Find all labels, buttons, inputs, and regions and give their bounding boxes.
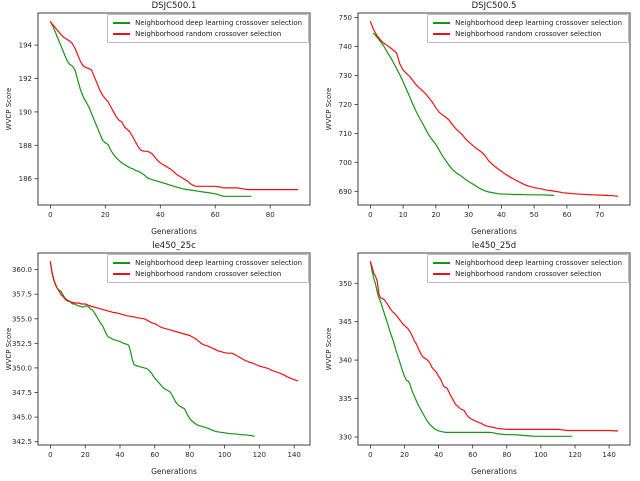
svg-text:192: 192 xyxy=(19,75,32,83)
svg-text:355.0: 355.0 xyxy=(12,315,32,323)
legend-label: Neighborhood deep learning crossover sel… xyxy=(135,19,302,27)
legend-line-swatch-red xyxy=(113,273,131,275)
x-axis-label: Generations xyxy=(471,467,517,476)
svg-text:690: 690 xyxy=(339,188,352,196)
legend: Neighborhood deep learning crossover sel… xyxy=(107,14,309,43)
legend-label: Neighborhood deep learning crossover sel… xyxy=(135,259,302,267)
svg-text:188: 188 xyxy=(19,142,32,150)
svg-text:194: 194 xyxy=(19,42,33,50)
legend-label: Neighborhood random crossover selection xyxy=(135,30,282,38)
legend: Neighborhood deep learning crossover sel… xyxy=(427,14,629,43)
legend-line-swatch-green xyxy=(433,262,451,264)
svg-text:60: 60 xyxy=(562,211,571,219)
plot-title: DSJC500.5 xyxy=(471,1,517,11)
plot-canvas: 0 20 40 60 80 100 120 140 342.5 345.0 347.5 350.0 35… xyxy=(12,252,311,459)
svg-text:0: 0 xyxy=(48,451,52,459)
legend-line-swatch-red xyxy=(433,273,451,275)
legend-line-swatch-green xyxy=(113,22,131,24)
svg-text:20: 20 xyxy=(101,211,110,219)
svg-text:710: 710 xyxy=(339,130,352,138)
svg-text:50: 50 xyxy=(530,211,539,219)
legend-item-random: Neighborhood random crossover selection xyxy=(113,269,302,279)
svg-text:350: 350 xyxy=(339,280,352,288)
svg-text:335: 335 xyxy=(339,395,352,403)
legend-label: Neighborhood random crossover selection xyxy=(455,270,602,278)
svg-text:20: 20 xyxy=(81,451,90,459)
svg-text:357.5: 357.5 xyxy=(12,291,32,299)
svg-text:140: 140 xyxy=(602,451,615,459)
svg-text:140: 140 xyxy=(288,451,301,459)
svg-text:120: 120 xyxy=(568,451,581,459)
plot-title: DSJC500.1 xyxy=(151,1,197,11)
svg-text:700: 700 xyxy=(339,159,352,167)
svg-text:60: 60 xyxy=(150,451,159,459)
svg-text:20: 20 xyxy=(431,211,440,219)
svg-text:0: 0 xyxy=(368,451,372,459)
legend: Neighborhood deep learning crossover sel… xyxy=(427,254,629,283)
svg-text:352.5: 352.5 xyxy=(12,340,32,348)
x-axis-label: Generations xyxy=(151,227,197,236)
svg-text:345: 345 xyxy=(339,318,352,326)
legend-label: Neighborhood random crossover selection xyxy=(455,30,602,38)
svg-text:740: 740 xyxy=(339,43,352,51)
svg-text:20: 20 xyxy=(400,451,409,459)
svg-text:80: 80 xyxy=(266,211,275,219)
svg-text:100: 100 xyxy=(534,451,547,459)
svg-text:0: 0 xyxy=(368,211,372,219)
legend-line-swatch-green xyxy=(113,262,131,264)
subplot-dsjc500-5: DSJC500.5 WVCP Score 0 10 20 30 40 50 60 70 690 7… xyxy=(320,0,640,240)
svg-text:70: 70 xyxy=(595,211,604,219)
svg-text:750: 750 xyxy=(339,14,352,22)
svg-text:730: 730 xyxy=(339,72,352,80)
subplot-le450-25d: le450_25d WVCP Score 0 20 40 60 80 100 120 140 3… xyxy=(320,240,640,480)
svg-text:40: 40 xyxy=(156,211,165,219)
legend: Neighborhood deep learning crossover sel… xyxy=(107,254,309,283)
svg-text:80: 80 xyxy=(185,451,194,459)
subplot-le450-25c: le450_25c WVCP Score 0 20 40 60 80 100 120 140 3… xyxy=(0,240,320,480)
svg-text:347.5: 347.5 xyxy=(12,389,32,397)
plot-title: le450_25c xyxy=(152,241,196,251)
svg-text:190: 190 xyxy=(19,108,32,116)
svg-text:186: 186 xyxy=(19,175,33,183)
legend-item-random: Neighborhood random crossover selection xyxy=(433,29,622,39)
svg-text:720: 720 xyxy=(339,101,352,109)
legend-line-swatch-green xyxy=(433,22,451,24)
svg-text:100: 100 xyxy=(218,451,231,459)
legend-item-deep-learning: Neighborhood deep learning crossover sel… xyxy=(433,18,622,28)
legend-line-swatch-red xyxy=(433,33,451,35)
svg-text:330: 330 xyxy=(339,434,352,442)
legend-item-random: Neighborhood random crossover selection xyxy=(113,29,302,39)
legend-item-deep-learning: Neighborhood deep learning crossover sel… xyxy=(113,18,302,28)
x-axis-label: Generations xyxy=(151,467,197,476)
svg-text:342.5: 342.5 xyxy=(12,438,32,446)
legend-item-random: Neighborhood random crossover selection xyxy=(433,269,622,279)
svg-text:120: 120 xyxy=(253,451,266,459)
svg-text:40: 40 xyxy=(497,211,506,219)
x-axis-label: Generations xyxy=(471,227,517,236)
svg-text:0: 0 xyxy=(48,211,52,219)
legend-label: Neighborhood random crossover selection xyxy=(135,270,282,278)
plot-canvas: 0 20 40 60 80 186 188 190 192 194 xyxy=(19,12,311,219)
svg-text:340: 340 xyxy=(339,357,352,365)
svg-text:360.0: 360.0 xyxy=(12,266,32,274)
svg-text:30: 30 xyxy=(464,211,473,219)
svg-text:40: 40 xyxy=(434,451,443,459)
svg-text:80: 80 xyxy=(502,451,511,459)
svg-text:345.0: 345.0 xyxy=(12,414,32,422)
svg-text:60: 60 xyxy=(211,211,220,219)
legend-item-deep-learning: Neighborhood deep learning crossover sel… xyxy=(433,258,622,268)
subplot-dsjc500-1: DSJC500.1 WVCP Score 0 20 40 60 80 186 188 190 1… xyxy=(0,0,320,240)
legend-item-deep-learning: Neighborhood deep learning crossover sel… xyxy=(113,258,302,268)
legend-label: Neighborhood deep learning crossover sel… xyxy=(455,259,622,267)
plot-canvas: 0 10 20 30 40 50 60 70 690 700 710 720 730 740 750 xyxy=(339,12,631,219)
svg-text:60: 60 xyxy=(468,451,477,459)
svg-text:40: 40 xyxy=(116,451,125,459)
plot-canvas: 0 20 40 60 80 100 120 140 330 335 340 345 350 xyxy=(339,252,631,459)
plot-title: le450_25d xyxy=(471,241,517,251)
legend-line-swatch-red xyxy=(113,33,131,35)
svg-text:10: 10 xyxy=(399,211,408,219)
svg-text:350.0: 350.0 xyxy=(12,364,32,372)
legend-label: Neighborhood deep learning crossover sel… xyxy=(455,19,622,27)
